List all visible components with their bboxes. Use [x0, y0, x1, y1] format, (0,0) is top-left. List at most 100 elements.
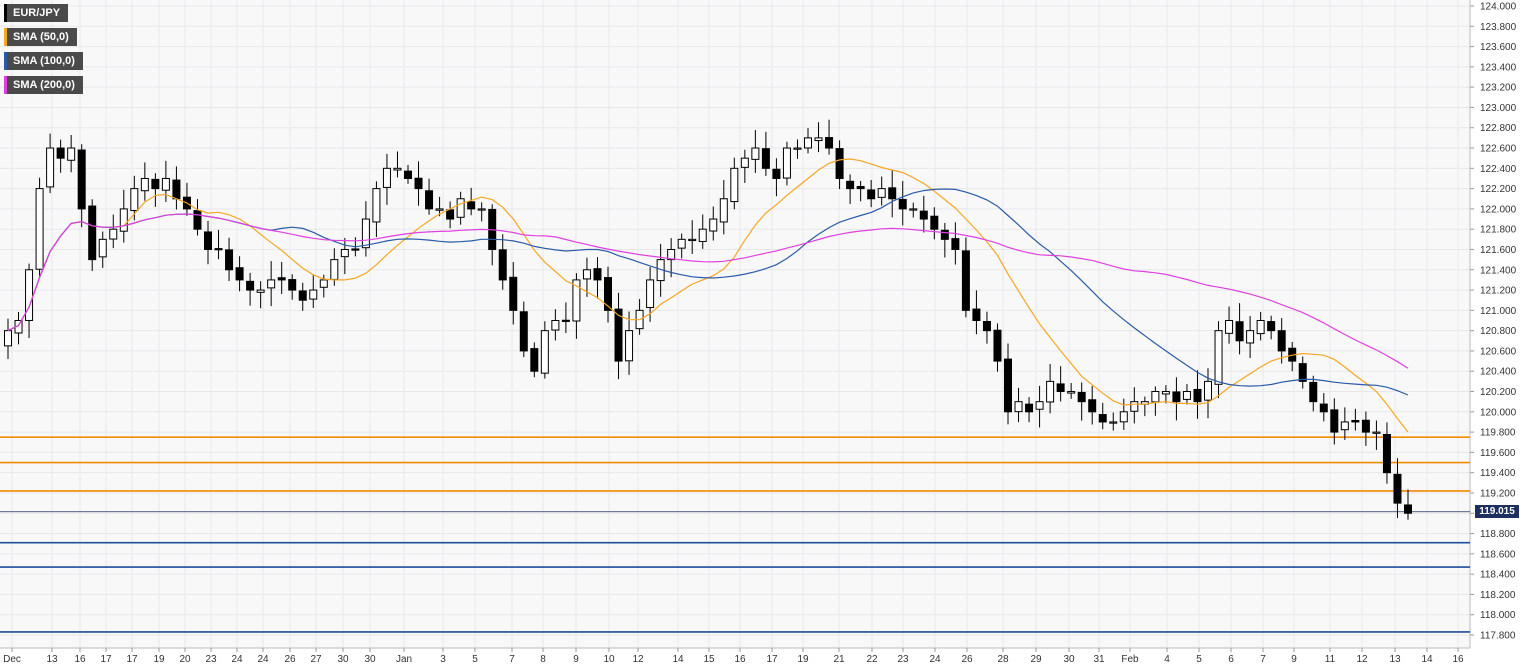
candle-bearish	[930, 215, 939, 230]
legend-item[interactable]: SMA (100,0)	[4, 52, 83, 70]
x-tick-label: 12	[1356, 654, 1368, 665]
y-tick-label: 123.600	[1480, 42, 1517, 53]
y-tick-label: 121.400	[1480, 265, 1517, 276]
legend-item[interactable]: SMA (200,0)	[4, 76, 83, 94]
x-tick-label: 9	[1291, 654, 1297, 665]
candle-bullish	[330, 259, 339, 280]
candle-bullish	[1246, 330, 1255, 344]
x-tick-label: 28	[997, 654, 1009, 665]
candle-bearish	[1025, 403, 1034, 413]
candle-bullish	[730, 167, 739, 203]
y-tick-label: 119.600	[1480, 448, 1516, 459]
y-tick-label: 119.200	[1480, 488, 1516, 499]
candle-bearish	[467, 201, 476, 210]
candle-bearish	[825, 137, 834, 149]
x-tick-label: 29	[1030, 654, 1042, 665]
x-tick-label: 19	[153, 654, 165, 665]
candle-bearish	[414, 177, 423, 190]
candle-bullish	[25, 269, 34, 321]
candle-bearish	[1267, 321, 1276, 332]
y-tick-label: 122.200	[1480, 184, 1517, 195]
last-price-tag: 119.015	[1475, 505, 1519, 519]
x-tick-label: 14	[1421, 654, 1433, 665]
candle-bullish	[572, 279, 581, 322]
candle-bearish	[404, 170, 412, 179]
candle-bearish	[1004, 358, 1012, 413]
candle-bullish	[1014, 401, 1023, 413]
candle-bearish	[561, 319, 570, 322]
candle-bearish	[846, 180, 855, 190]
x-tick-label: 30	[337, 654, 349, 665]
candle-bullish	[782, 147, 791, 179]
legend-item[interactable]: SMA (50,0)	[4, 28, 83, 46]
candle-bullish	[677, 238, 686, 249]
legend: EUR/JPY SMA (50,0) SMA (100,0) SMA (200,0)	[4, 4, 83, 100]
x-tick-label: 15	[703, 654, 715, 665]
candle-bullish	[1151, 391, 1160, 403]
candle-bearish	[1361, 419, 1370, 433]
x-tick-label: 16	[734, 654, 746, 665]
legend-swatch	[4, 4, 7, 22]
candle-bullish	[309, 289, 318, 300]
x-tick-label: 30	[364, 654, 376, 665]
legend-swatch	[4, 28, 7, 46]
candle-bullish	[340, 248, 349, 258]
x-tick-label: 9	[573, 654, 579, 665]
x-tick-label: 19	[797, 654, 809, 665]
candle-bullish	[1109, 421, 1118, 424]
x-tick-label: 5	[472, 654, 478, 665]
candle-bullish	[551, 320, 560, 331]
y-tick-label: 118.600	[1480, 549, 1516, 560]
x-tick-label: 11	[1325, 654, 1336, 665]
legend-item[interactable]: EUR/JPY	[4, 4, 83, 22]
x-tick-label: 20	[179, 654, 191, 665]
x-tick-label: 7	[1260, 654, 1266, 665]
candle-bearish	[1077, 391, 1086, 403]
x-tick-label: 8	[540, 654, 546, 665]
candle-bearish	[604, 277, 612, 311]
candle-bearish	[593, 268, 602, 281]
candle-bullish	[1035, 401, 1044, 410]
y-tick-label: 118.200	[1480, 590, 1516, 601]
legend-swatch	[4, 76, 7, 94]
y-tick-label: 122.800	[1480, 123, 1517, 134]
candle-bullish	[582, 269, 591, 280]
x-tick-label: Jan	[396, 654, 412, 665]
candle-bearish	[1298, 363, 1307, 382]
candle-bullish	[477, 208, 486, 211]
x-tick-label: 21	[833, 654, 845, 665]
candle-bearish	[1404, 504, 1412, 514]
candle-bearish	[1351, 419, 1360, 423]
y-tick-label: 120.800	[1480, 326, 1517, 337]
candle-bearish	[204, 231, 212, 250]
candle-bearish	[940, 229, 949, 240]
x-tick-label: 24	[929, 654, 941, 665]
candle-bearish	[151, 178, 160, 190]
plot-background	[0, 0, 1470, 648]
candle-bearish	[88, 205, 97, 261]
x-tick-label: Feb	[1121, 654, 1139, 665]
candle-bearish	[867, 189, 876, 200]
x-tick-label: 12	[632, 654, 644, 665]
candle-bullish	[46, 147, 55, 188]
candle-bullish	[709, 218, 718, 232]
candle-bullish	[1340, 421, 1349, 431]
candle-bearish	[277, 277, 286, 281]
candle-bearish	[1277, 330, 1286, 352]
candle-bearish	[772, 168, 781, 179]
x-tick-label: 17	[100, 654, 112, 665]
candle-bearish	[288, 279, 297, 291]
x-tick-label: 5	[1196, 654, 1202, 665]
y-tick-label: 118.400	[1480, 570, 1516, 581]
y-tick-label: 120.000	[1480, 407, 1517, 418]
candle-bullish	[1067, 391, 1076, 394]
candle-bullish	[98, 238, 107, 258]
y-tick-label: 120.600	[1480, 346, 1517, 357]
sma-200-line	[7, 213, 1409, 369]
candle-bullish	[646, 279, 655, 308]
candle-bearish	[519, 311, 528, 352]
x-tick-label: 17	[766, 654, 778, 665]
candle-bullish	[719, 198, 728, 223]
candle-bullish	[67, 147, 76, 161]
legend-label: SMA (100,0)	[7, 52, 83, 70]
